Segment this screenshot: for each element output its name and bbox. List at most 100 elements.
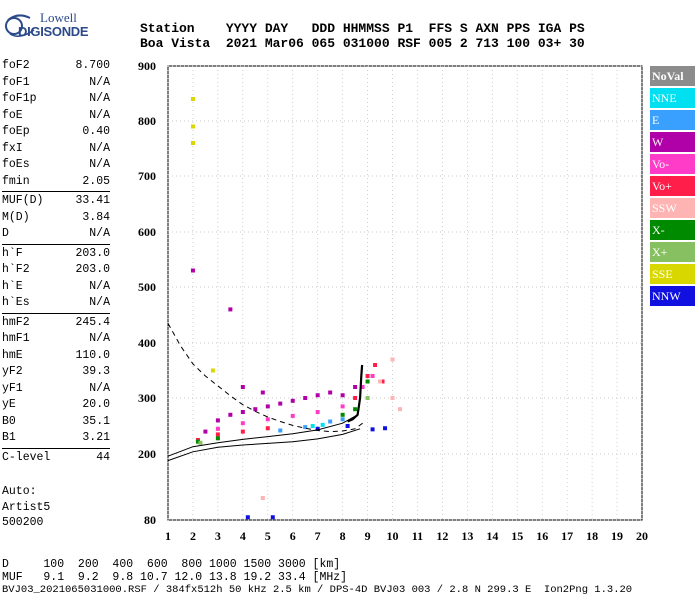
echo-point-w [265,404,270,409]
x-tick-label: 13 [461,529,473,543]
param-row-h-f2: h`F2 203.0 [2,262,110,279]
footer-muf-row: MUF 9.1 9.2 9.8 10.7 12.0 13.8 19.2 33.4… [2,571,348,584]
echo-point-x- [365,396,370,400]
param-name: M(D) [2,210,30,224]
param-name: C-level [2,450,51,464]
param-row-fxi: fxI N/A [2,141,110,158]
scaled-parameters-panel: foF2 8.700 foF1 N/A foF1p N/A foE N/A foEp 0.40 fx… [2,58,110,466]
echo-point-ssw [390,396,395,400]
echo-point-x- [195,439,200,444]
param-name: foEp [2,125,30,138]
echo-point-vo- [215,426,220,431]
auto-label: Auto: [2,485,37,498]
y-tick-label: 600 [138,225,156,239]
echo-point-w [278,401,283,406]
param-value: 245.4 [75,315,110,329]
legend-item-noval: NoVal [650,66,695,86]
echo-point-w [240,385,245,389]
param-row-hme: hmE 110.0 [2,348,110,365]
param-value: N/A [89,381,110,395]
echo-point-ssw [390,357,395,362]
param-value: 110.0 [75,348,110,362]
echo-point-e [328,419,333,424]
param-value: N/A [89,279,110,293]
param-name: h`Es [2,296,30,309]
echo-point-nnw [345,424,350,428]
echo-point-vo- [240,421,245,426]
param-value: 0.40 [82,125,110,138]
param-value: N/A [89,108,110,122]
param-value: 35.1 [82,414,110,428]
param-value: N/A [89,332,110,345]
param-row-h-f: h`F 203.0 [2,246,110,263]
param-row-d: D N/A [2,226,110,243]
x-tick-label: 17 [561,529,573,543]
x-tick-label: 9 [365,529,371,543]
param-row-b1: B1 3.21 [2,430,110,447]
auto-program: Artist5 [2,500,51,514]
x-tick-label: 3 [215,529,221,543]
param-row-foe: foE N/A [2,108,110,125]
echo-point-nnw [270,515,275,520]
trace-curve-dashed [167,323,363,433]
legend-item-nnw: NNW [650,286,695,306]
param-name: foEs [2,158,30,171]
echo-point-nne [320,422,325,427]
y-tick-label: 200 [138,447,156,461]
param-name: h`F [2,246,23,260]
echo-point-ssw [398,407,403,412]
param-row-c-level: C-level 44 [2,450,110,467]
echo-point-vo- [380,379,385,384]
footer-file-info: BVJ03_2021065031000.RSF / 384fx512h 50 k… [2,584,633,596]
echo-point-w [228,412,233,417]
echo-point-nne [310,424,315,428]
echo-point-vo- [315,410,320,414]
echo-point-vo- [353,396,358,400]
echo-point-vo- [360,385,365,389]
echo-point-sse [210,368,215,373]
echo-point-x- [198,440,203,445]
param-name: yF1 [2,381,23,395]
echo-point-sse [190,141,195,145]
param-row-foep: foEp 0.40 [2,124,110,141]
param-name: D [2,227,9,240]
param-name: foF2 [2,59,30,72]
x-tick-label: 5 [265,529,271,543]
param-value: 33.41 [75,194,110,207]
param-name: yE [2,398,16,411]
header-labels: Station YYYY DAY DDD HHMMSS P1 FFS S AXN… [140,21,585,36]
echo-point-w [340,393,345,398]
legend-item-vo-: Vo+ [650,176,695,196]
param-value: N/A [89,92,110,105]
echo-point-e [278,428,283,433]
legend-item-ssw: SSW [650,198,695,218]
param-name: fmin [2,174,30,188]
trace-curve-bold [347,364,364,423]
param-row-h-e: h`E N/A [2,279,110,296]
y-tick-label: 400 [138,336,156,350]
plot-area [167,65,643,521]
echo-point-w [353,385,358,389]
param-name: hmF1 [2,332,30,345]
echo-point-x- [215,436,220,441]
param-row-h-es: h`Es N/A [2,295,110,312]
param-row-m-d-: M(D) 3.84 [2,210,110,227]
param-value: 3.21 [82,431,110,444]
param-name: foF1 [2,75,30,89]
echo-point-vo- [265,417,270,422]
x-tick-label: 8 [340,529,346,543]
echo-point-w [303,396,308,400]
x-tick-label: 14 [486,529,498,543]
autoscaling-info: Auto: Artist5 500200 [2,484,50,531]
param-name: B1 [2,431,16,444]
x-tick-label: 4 [240,529,246,543]
x-tick-label: 7 [315,529,321,543]
param-row-yf2: yF2 39.3 [2,364,110,381]
param-value: 44 [96,450,110,464]
auto-code: 500200 [2,516,44,529]
x-tick-label: 6 [290,529,296,543]
param-name: foF1p [2,92,37,105]
echo-point-w [253,407,258,412]
echo-point-vo- [240,429,245,434]
param-value: 8.700 [75,59,110,72]
